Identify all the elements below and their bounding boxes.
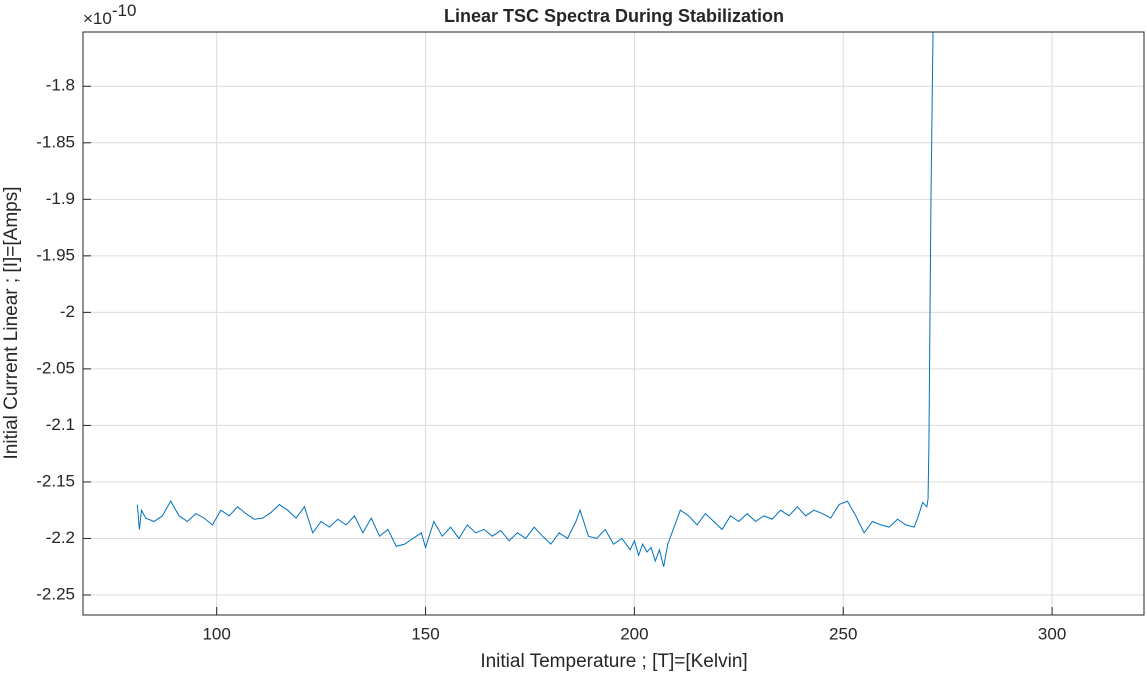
y-tick-label: -2.2: [46, 528, 75, 547]
y-tick-label: -2.15: [36, 471, 75, 490]
y-tick-label: -2.05: [36, 358, 75, 377]
axes-box: [82, 31, 1145, 616]
y-multiplier: ×10-10: [83, 1, 136, 28]
y-tick-label: -1.85: [36, 132, 75, 151]
multiplier-base: ×10: [83, 9, 112, 28]
plot-area: [136, 32, 934, 567]
x-tick-label: 250: [829, 624, 857, 643]
x-axis-label: Initial Temperature ; [T]=[Kelvin]: [480, 651, 747, 672]
y-tick-label: -2.1: [46, 415, 75, 434]
y-tick-label: -2: [60, 302, 75, 321]
x-tick-label: 100: [202, 624, 230, 643]
y-tick-label: -1.9: [46, 189, 75, 208]
y-tick-label: -2.25: [36, 584, 75, 603]
y-tick-label: -1.95: [36, 245, 75, 264]
multiplier-exponent: -10: [112, 1, 137, 20]
chart-title: Linear TSC Spectra During Stabilization: [444, 6, 784, 26]
x-tick-label: 150: [411, 624, 439, 643]
x-tick-label: 300: [1038, 624, 1066, 643]
x-tick-label: 200: [620, 624, 648, 643]
y-axis-label: Initial Current Linear ; [I]=[Amps]: [1, 187, 22, 460]
y-tick-label: -1.8: [46, 76, 75, 95]
data-line: [136, 32, 934, 567]
grid: [83, 32, 1144, 615]
